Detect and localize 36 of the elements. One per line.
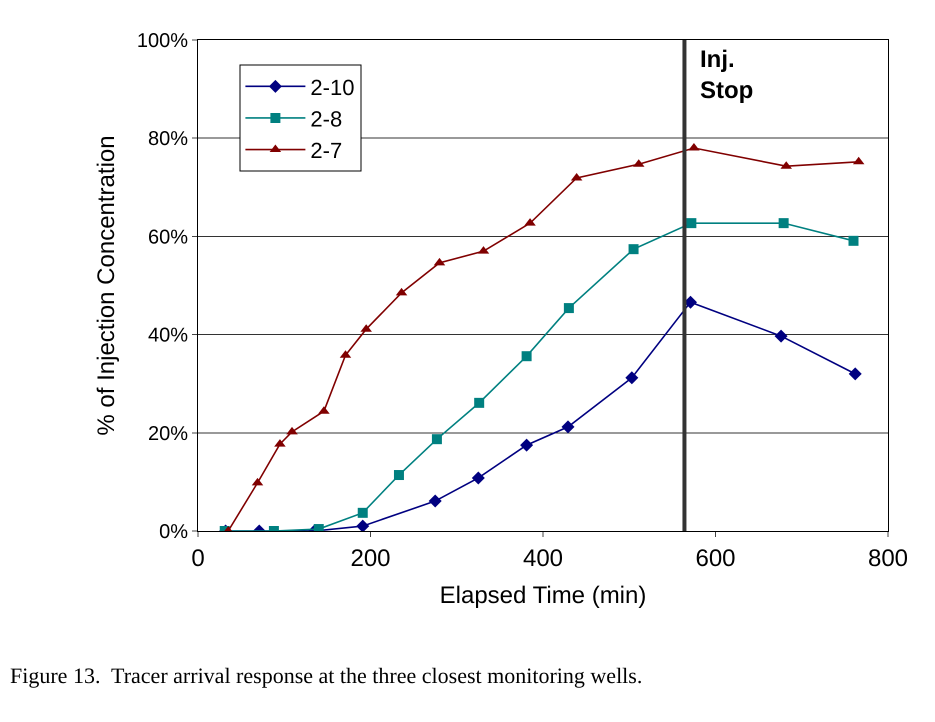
y-tick-label: 0%: [159, 521, 188, 543]
point: [564, 303, 574, 314]
x-tick-label: 200: [350, 544, 391, 572]
point: [778, 218, 789, 228]
point: [522, 351, 532, 362]
x-axis-title: Elapsed Time (min): [440, 582, 646, 610]
legend-label: 2-10: [310, 74, 354, 100]
y-tick-label: 80%: [148, 128, 188, 150]
point: [358, 508, 368, 518]
legend-label: 2-8: [310, 106, 342, 132]
point: [356, 520, 370, 531]
point: [520, 438, 534, 452]
point: [472, 471, 485, 484]
y-tick-label: 60%: [148, 226, 188, 248]
y-tick-label: 40%: [148, 324, 188, 347]
point: [394, 470, 404, 480]
x-tick-label: 600: [695, 544, 736, 572]
point: [686, 218, 696, 228]
ref-line-label: Inj. Stop: [700, 46, 754, 104]
point: [625, 371, 638, 384]
point: [848, 367, 862, 380]
point: [774, 330, 788, 343]
point: [562, 420, 575, 434]
point: [428, 494, 442, 508]
legend-label: 2-7: [310, 138, 342, 164]
caption: Figure 13. Tracer arrival response at the three closest monitoring wells.: [10, 663, 642, 688]
x-tick-label: 400: [522, 544, 564, 572]
y-tick-label: 100%: [136, 30, 188, 52]
point: [474, 398, 484, 408]
x-tick-label: 0: [191, 544, 205, 572]
point: [848, 236, 858, 246]
x-tick-label: 800: [868, 544, 908, 572]
y-axis-title: % of Injection Concentration: [92, 135, 120, 436]
point: [432, 434, 442, 444]
point: [628, 244, 639, 254]
y-tick-label: 20%: [148, 422, 188, 445]
